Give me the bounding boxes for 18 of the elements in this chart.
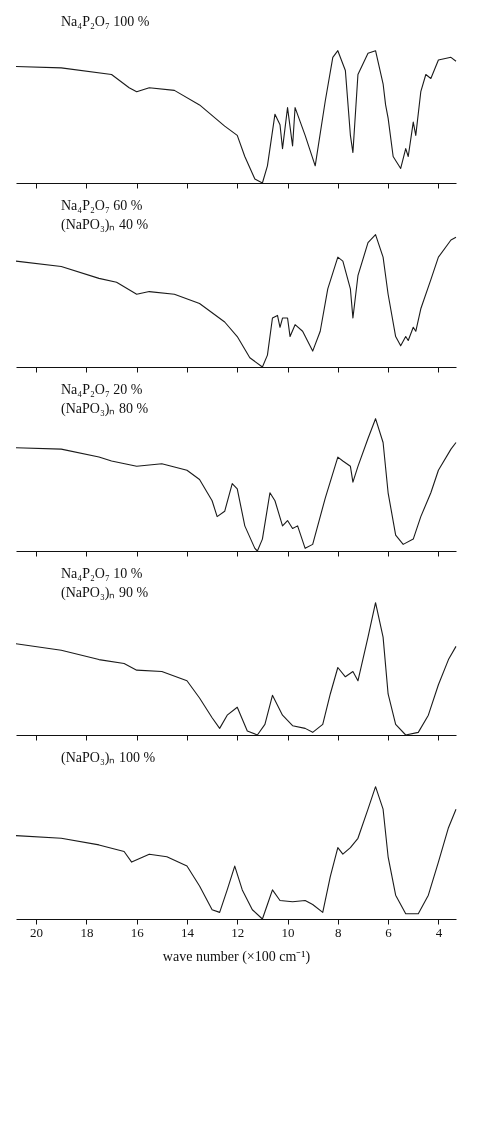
x-tick-label: 8 xyxy=(335,924,342,940)
x-tick-label: 18 xyxy=(80,924,94,940)
x-tick-label: 16 xyxy=(130,924,145,940)
x-tick-label: 12 xyxy=(231,924,245,940)
x-tick-label: 6 xyxy=(385,924,393,940)
x-tick-label: 4 xyxy=(435,924,443,940)
x-tick-label: 10 xyxy=(281,924,295,940)
text: Na₄P₂O₇ 60 % xyxy=(61,198,143,213)
text: Na₄P₂O₇ 20 % xyxy=(61,382,143,397)
x-tick-label: 20 xyxy=(30,924,44,940)
text: (NaPO₃)ₙ 90 % xyxy=(61,585,149,601)
x-tick-label: 14 xyxy=(180,924,195,940)
text: Na₄P₂O₇ 100 % xyxy=(61,14,150,29)
text: Na₄P₂O₇ 10 % xyxy=(61,566,143,581)
text: (NaPO₃)ₙ 40 % xyxy=(61,217,149,233)
x-axis-title: wave number (×100 cm⁻¹) xyxy=(162,948,311,965)
text: (NaPO₃)ₙ 80 % xyxy=(61,401,149,417)
text: (NaPO₃)ₙ 100 % xyxy=(61,750,156,766)
